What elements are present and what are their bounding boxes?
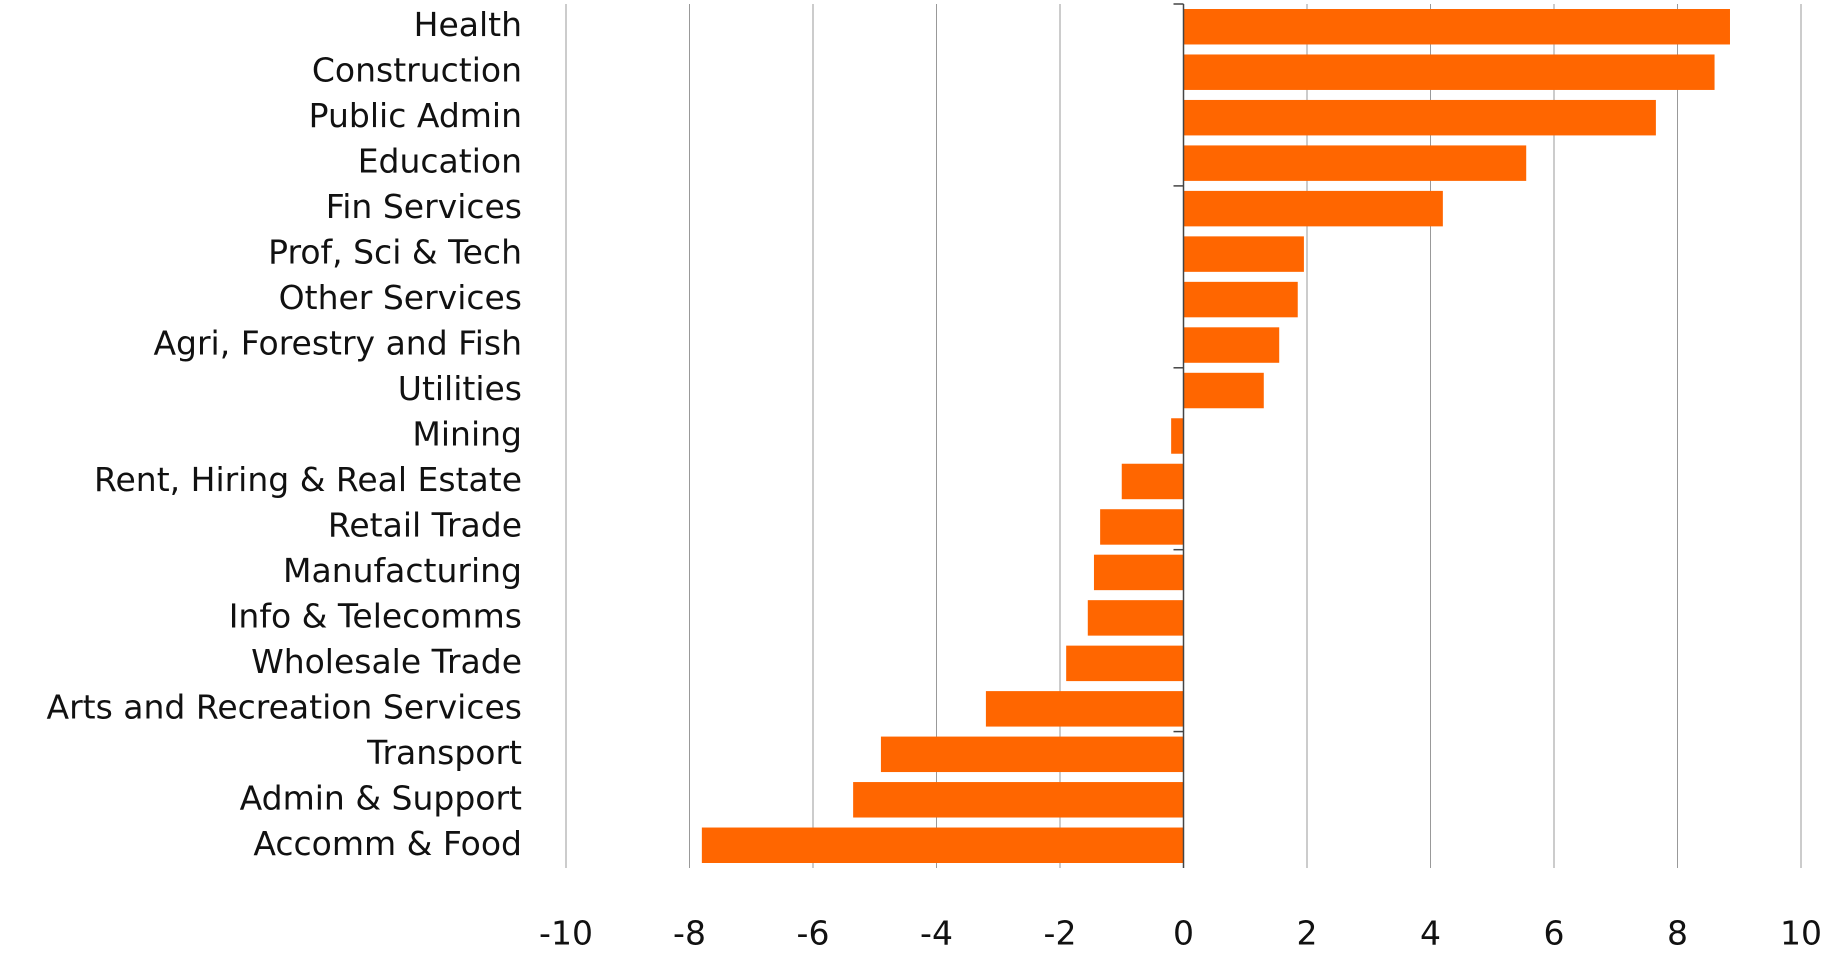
bar xyxy=(1171,418,1184,454)
bar xyxy=(1183,327,1280,363)
x-tick-label: 6 xyxy=(1544,914,1565,953)
bar xyxy=(853,782,1184,818)
x-tick-label: 8 xyxy=(1667,914,1688,953)
y-tick-label: Public Admin xyxy=(309,96,522,135)
bar xyxy=(1100,509,1184,545)
x-tick-label: -4 xyxy=(920,914,953,953)
y-tick-label: Retail Trade xyxy=(328,505,522,544)
y-tick-label: Admin & Support xyxy=(240,778,522,817)
x-tick-label: -2 xyxy=(1044,914,1077,953)
y-tick-label: Education xyxy=(358,142,522,181)
bar xyxy=(1183,145,1527,181)
bar xyxy=(1183,372,1264,409)
x-tick-label: 4 xyxy=(1420,914,1441,953)
y-tick-label: Transport xyxy=(366,733,522,772)
bar xyxy=(1066,645,1184,682)
y-tick-label: Utilities xyxy=(398,369,522,408)
bar xyxy=(880,736,1184,773)
y-tick-label: Arts and Recreation Services xyxy=(47,687,522,726)
y-tick-label: Construction xyxy=(312,51,522,90)
x-tick-label: 0 xyxy=(1173,914,1194,953)
bar xyxy=(1183,281,1298,318)
bar xyxy=(1183,190,1443,227)
bar xyxy=(1183,236,1304,272)
y-tick-label: Manufacturing xyxy=(283,551,522,590)
x-tick-label: -6 xyxy=(797,914,830,953)
y-tick-label: Prof, Sci & Tech xyxy=(268,233,522,272)
bar xyxy=(1121,463,1184,500)
y-tick-label: Fin Services xyxy=(326,187,522,226)
y-tick-label: Info & Telecomms xyxy=(229,596,522,635)
bar xyxy=(1183,99,1656,136)
x-tick-label: 10 xyxy=(1780,914,1822,953)
bar xyxy=(1183,54,1715,90)
y-tick-label: Wholesale Trade xyxy=(251,642,522,681)
y-tick-label: Mining xyxy=(412,415,522,454)
x-tick-label: 2 xyxy=(1297,914,1318,953)
x-tick-label: -10 xyxy=(539,914,593,953)
y-tick-label: Accomm & Food xyxy=(253,824,522,863)
y-tick-label: Rent, Hiring & Real Estate xyxy=(94,460,522,499)
y-tick-label: Health xyxy=(414,5,522,44)
bar xyxy=(1087,600,1184,636)
y-tick-label: Other Services xyxy=(279,278,522,317)
bar xyxy=(701,827,1184,863)
bar xyxy=(1093,554,1184,591)
bar xyxy=(985,691,1184,727)
bar xyxy=(1183,9,1730,45)
x-tick-label: -8 xyxy=(673,914,706,953)
y-tick-label: Agri, Forestry and Fish xyxy=(153,324,522,363)
